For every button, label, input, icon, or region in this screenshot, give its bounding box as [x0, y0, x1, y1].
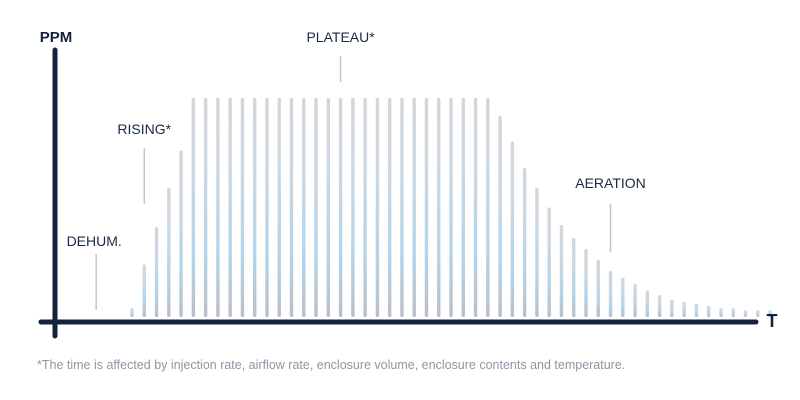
bar: [154, 227, 159, 317]
bar: [412, 98, 416, 317]
bar: [363, 98, 367, 317]
bar: [486, 98, 490, 317]
bar: [743, 310, 748, 317]
bar: [461, 98, 465, 317]
bar: [621, 277, 625, 317]
x-axis-label: T: [767, 311, 778, 331]
bar: [633, 284, 637, 317]
bar: [424, 98, 429, 317]
bar: [179, 150, 183, 317]
bar: [510, 141, 515, 317]
bar: [253, 98, 257, 317]
annotation-group: DEHUM. RISING* PLATEAU* AERATION: [67, 29, 646, 310]
bar: [559, 225, 564, 317]
bar: [142, 264, 146, 317]
annotation-label: AERATION: [575, 175, 646, 191]
bar: [265, 98, 269, 317]
bar: [768, 310, 772, 317]
bar: [228, 98, 232, 317]
bar: [498, 115, 502, 318]
bar: [682, 301, 686, 317]
bar: [338, 98, 343, 317]
bar: [473, 98, 478, 317]
bar: [535, 187, 539, 317]
bar: [302, 98, 306, 317]
bar: [375, 98, 380, 317]
bar: [572, 238, 576, 317]
bar: [694, 303, 699, 317]
bar: [657, 295, 662, 317]
bar: [437, 98, 441, 317]
bar: [719, 308, 723, 317]
bar-series: [130, 98, 772, 318]
bar: [756, 310, 760, 317]
bar: [645, 290, 650, 317]
annotation-label: DEHUM.: [67, 233, 122, 249]
bar: [130, 308, 134, 317]
annotation-label: PLATEAU*: [306, 29, 375, 45]
bar: [731, 308, 735, 317]
bar: [596, 260, 600, 317]
bar: [277, 98, 281, 317]
bar: [314, 98, 318, 317]
bar: [449, 98, 453, 317]
y-axis-label: PPM: [40, 29, 73, 46]
bar: [584, 249, 588, 317]
bar: [191, 98, 196, 317]
bar: [522, 168, 527, 317]
footnote: *The time is affected by injection rate,…: [37, 358, 625, 372]
bar: [351, 98, 355, 317]
bar: [216, 98, 220, 317]
bar: [547, 207, 551, 317]
bar: [326, 98, 331, 317]
bar: [203, 98, 208, 317]
bar: [387, 98, 392, 317]
annotation-label: RISING*: [117, 121, 171, 137]
bar: [400, 98, 404, 317]
bar: [706, 306, 711, 317]
bar: [167, 187, 171, 317]
bar: [289, 98, 294, 317]
bar: [608, 271, 613, 317]
bar: [240, 98, 245, 317]
bar: [670, 299, 674, 317]
